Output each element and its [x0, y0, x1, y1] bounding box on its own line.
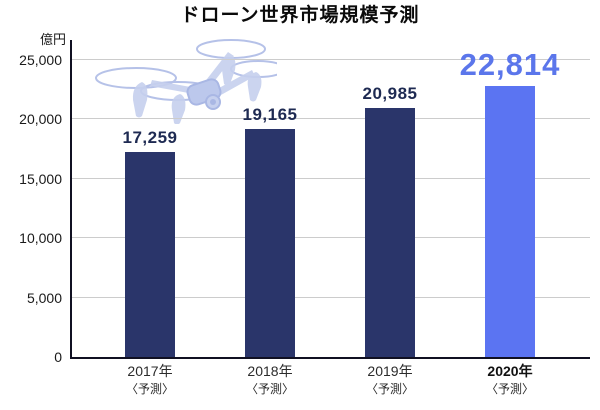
x-axis-label-forecast: 〈予測〉: [245, 381, 294, 396]
chart-title: ドローン世界市場規模予測: [180, 5, 420, 26]
bar-2019年: [365, 107, 415, 357]
y-axis-tick-label: 25,000: [19, 52, 62, 68]
x-axis-label: 2017年〈予測〉: [80, 363, 220, 397]
gridline: [72, 118, 590, 120]
bar-value-label: 17,259: [122, 127, 178, 147]
y-axis-tick-label: 10,000: [19, 230, 62, 247]
bar-value-label: 22,814: [459, 46, 561, 82]
x-axis-label-forecast: 〈予測〉: [485, 381, 534, 396]
y-axis-unit-label: 億円: [39, 32, 66, 47]
bar-value-label: 19,165: [242, 105, 298, 125]
gridline: [72, 59, 590, 60]
x-axis-label: 2018年〈予測〉: [200, 363, 340, 397]
x-axis-label-forecast: 〈予測〉: [365, 381, 414, 396]
x-axis-label-forecast: 〈予測〉: [125, 381, 174, 396]
y-axis-tick-label: 5,000: [26, 289, 62, 306]
bar-value-label: 20,985: [362, 83, 418, 103]
y-axis-tick-label: 0: [54, 349, 62, 365]
gridline: [72, 177, 590, 179]
x-axis-label-year: 2020年: [487, 363, 533, 379]
bar-2018年: [245, 129, 295, 357]
bar-2017年: [125, 151, 175, 357]
x-axis-label-year: 2019年: [367, 363, 413, 379]
gridline: [72, 237, 590, 239]
y-axis-tick-label: 15,000: [19, 170, 62, 187]
gridline: [72, 296, 590, 298]
bar-2020年: [485, 85, 535, 357]
x-axis-label: 2019年〈予測〉: [320, 363, 460, 397]
x-axis-label-year: 2017年: [127, 363, 173, 379]
x-axis-label-year: 2018年: [247, 363, 293, 379]
y-axis-tick-label: 20,000: [19, 111, 62, 128]
plot-area: 0 5,000 10,000 15,000 20,000 25,000 17,259 2017…: [19, 39, 590, 396]
x-axis-label: 2020年〈予測〉: [440, 363, 580, 397]
